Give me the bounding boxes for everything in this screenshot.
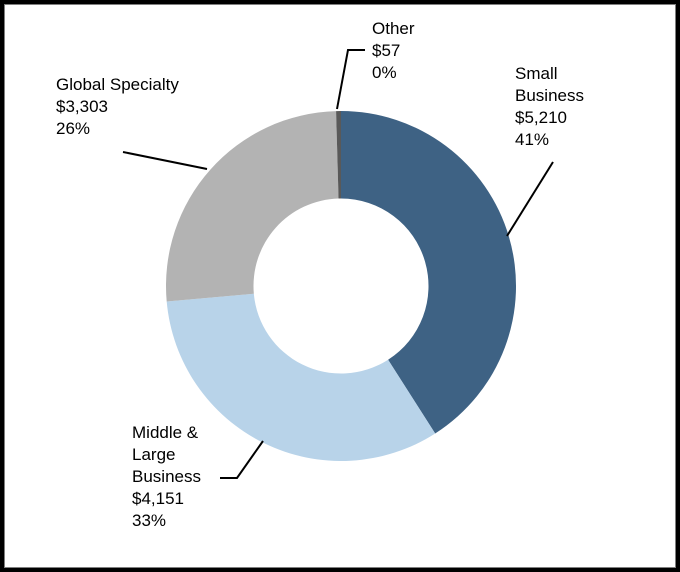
leader-line-other: [336, 49, 365, 110]
leader-line-small-business: [506, 161, 554, 237]
donut-segment-other: [336, 111, 341, 199]
callout-other: Other $57 0%: [372, 19, 415, 82]
donut-segment-small-business: [341, 111, 517, 434]
donut-slices: [166, 111, 517, 462]
leader-line-middle-large: [220, 440, 264, 479]
callout-middle-large: Middle & Large Business $4,151 33%: [132, 423, 201, 530]
leader-lines: [122, 49, 554, 479]
leader-line-global-specialty: [122, 151, 208, 170]
donut-segment-middle-large-business: [166, 293, 436, 462]
donut-segment-global-specialty: [166, 111, 339, 302]
callout-small-business: Small Business $5,210 41%: [515, 64, 584, 149]
callout-global-specialty: Global Specialty $3,303 26%: [56, 75, 179, 138]
